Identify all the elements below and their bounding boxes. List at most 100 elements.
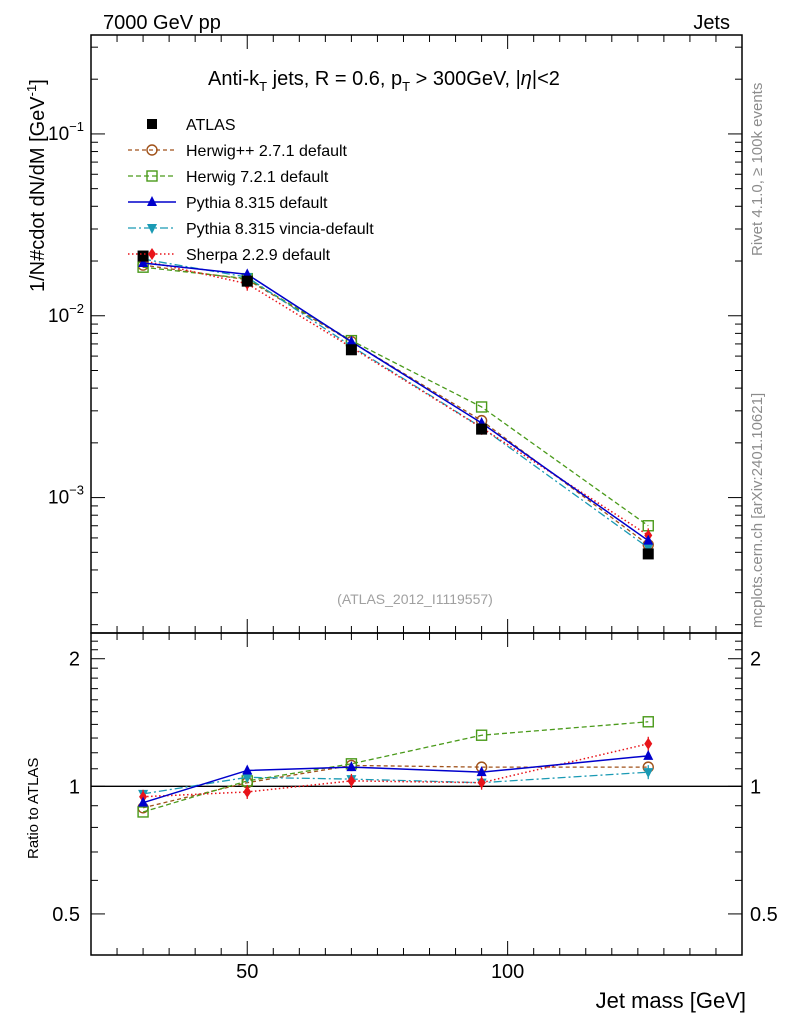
ratio-point-sherpa — [347, 774, 356, 787]
ratio-point-pythia — [138, 796, 149, 807]
ratio-point-vincia — [242, 773, 253, 784]
main-y-tick-label: 10−2 — [48, 301, 84, 327]
legend-atlas: ATLAS — [147, 117, 236, 134]
main-y-tick-label: 10−1 — [48, 119, 84, 145]
ratio-y-tick-label-right: 0.5 — [750, 904, 778, 926]
x-tick-label: 50 — [236, 961, 258, 983]
ratio-point-herwig7 — [475, 729, 488, 741]
ratio-point-vincia — [643, 768, 654, 779]
ratio-line-pythia — [142, 755, 649, 804]
ratio-series-vincia — [138, 765, 654, 800]
ratio-series-layer — [137, 716, 654, 818]
legend-vincia: Pythia 8.315 vincia-default — [128, 221, 374, 238]
ratio-series-herwig7 — [137, 716, 654, 818]
series-line-sherpa — [142, 259, 649, 536]
ratio-series-sherpa — [139, 736, 653, 804]
ratio-point-pythia — [643, 749, 654, 760]
legend-symbol-sherpa — [148, 248, 156, 260]
main-y-tick-exponent: −3 — [69, 483, 84, 498]
data-point-pythia — [346, 335, 357, 346]
legend-atlas-marker — [147, 119, 157, 129]
main-y-tick-exponent: −1 — [69, 119, 84, 134]
ratio-point-herwig7 — [137, 806, 149, 818]
data-point-atlas — [345, 344, 357, 356]
main-ylabel-end: ] — [27, 79, 49, 85]
title-sub-1: T — [259, 79, 267, 94]
data-point-herwig7 — [475, 401, 488, 413]
legend-herwig7-marker — [128, 170, 176, 182]
ratio-point-pythia — [476, 766, 487, 777]
legend-sherpa-marker — [128, 248, 176, 260]
ratio-y-tick-label-left: 2 — [69, 649, 80, 671]
header-right: Jets — [693, 12, 730, 34]
analysis-id: (ATLAS_2012_I1119557) — [337, 591, 493, 607]
legend-vincia-marker — [128, 224, 176, 234]
ratio-y-tick-label-right: 1 — [750, 776, 761, 798]
series-line-pythia — [142, 262, 649, 542]
ratio-y-tick-label-right: 2 — [750, 649, 761, 671]
plot-title: Anti-kT jets, R = 0.6, pT > 300GeV, |η|<… — [208, 68, 560, 94]
ratio-y-tick-label-left: 1 — [69, 776, 80, 798]
x-axis-label: Jet mass [GeV] — [596, 988, 746, 1013]
legend-herwig7-label: Herwig 7.2.1 default — [186, 169, 329, 186]
data-point-atlas — [476, 423, 488, 435]
title-part-b: jets, R = 0.6, p — [267, 68, 402, 90]
data-point-atlas — [642, 548, 654, 560]
ratio-plot-frame — [90, 632, 743, 956]
x-tick-label: 100 — [491, 961, 524, 983]
ratio-point-sherpa — [243, 785, 252, 798]
ratio-point-herwig7 — [642, 716, 654, 728]
data-point-atlas — [137, 250, 149, 262]
ratio-point-sherpa — [477, 776, 486, 789]
series-herwigpp — [137, 259, 654, 551]
main-ylabel: 1/N#cdot dN/dM [GeV-1] — [24, 79, 49, 292]
legend-herwigpp-label: Herwig++ 2.7.1 default — [186, 143, 348, 160]
series-atlas — [137, 250, 654, 560]
main-ylabel-text: 1/N#cdot dN/dM [GeV — [27, 96, 49, 292]
series-layer — [137, 250, 654, 560]
ratio-series-pythia — [138, 749, 654, 807]
data-point-pythia — [643, 534, 654, 545]
ratio-y-tick-label-left: 0.5 — [52, 904, 80, 926]
main-ylabel-sup: -1 — [24, 85, 39, 97]
ratio-point-pythia — [242, 764, 253, 775]
rivet-label: Rivet 4.1.0, ≥ 100k events — [749, 83, 766, 256]
legend-herwig7: Herwig 7.2.1 default — [128, 169, 329, 186]
main-y-tick-base: 10 — [48, 488, 69, 509]
series-line-herwigpp — [142, 264, 649, 546]
ratio-point-sherpa — [644, 737, 653, 750]
legend-symbol-herwigpp — [146, 144, 158, 156]
legend: ATLAS Herwig++ 2.7.1 default Herwig 7.2.… — [128, 117, 374, 264]
series-sherpa — [139, 253, 653, 543]
data-point-atlas — [241, 275, 253, 287]
main-y-tick-base: 10 — [48, 124, 69, 145]
ratio-point-pythia — [346, 761, 357, 772]
mcplots-label: mcplots.cern.ch [arXiv:2401.10621] — [749, 393, 766, 628]
legend-atlas-label: ATLAS — [186, 117, 236, 134]
legend-sherpa-label: Sherpa 2.2.9 default — [186, 247, 331, 264]
legend-herwigpp: Herwig++ 2.7.1 default — [128, 143, 348, 160]
ratio-line-sherpa — [143, 743, 649, 798]
title-eta: η — [521, 68, 532, 90]
legend-symbol-herwig7 — [146, 170, 158, 182]
title-part-c: > 300GeV, | — [410, 68, 521, 90]
series-vincia — [138, 255, 654, 554]
legend-herwigpp-marker — [128, 144, 176, 156]
legend-sherpa: Sherpa 2.2.9 default — [128, 247, 331, 264]
ratio-line-herwig7 — [142, 721, 649, 813]
series-line-vincia — [142, 258, 649, 549]
legend-symbol-pythia — [147, 196, 157, 206]
legend-symbol-vincia — [147, 224, 157, 234]
ratio-ylabel: Ratio to ATLAS — [25, 758, 42, 859]
series-pythia — [138, 257, 654, 545]
data-point-pythia — [138, 257, 149, 268]
header-left: 7000 GeV pp — [103, 12, 221, 34]
legend-pythia: Pythia 8.315 default — [128, 195, 328, 212]
legend-symbol-atlas — [147, 119, 157, 129]
main-y-tick-exponent: −2 — [69, 301, 84, 316]
legend-vincia-label: Pythia 8.315 vincia-default — [186, 221, 374, 238]
ratio-line-vincia — [142, 771, 649, 795]
legend-pythia-marker — [128, 196, 176, 206]
